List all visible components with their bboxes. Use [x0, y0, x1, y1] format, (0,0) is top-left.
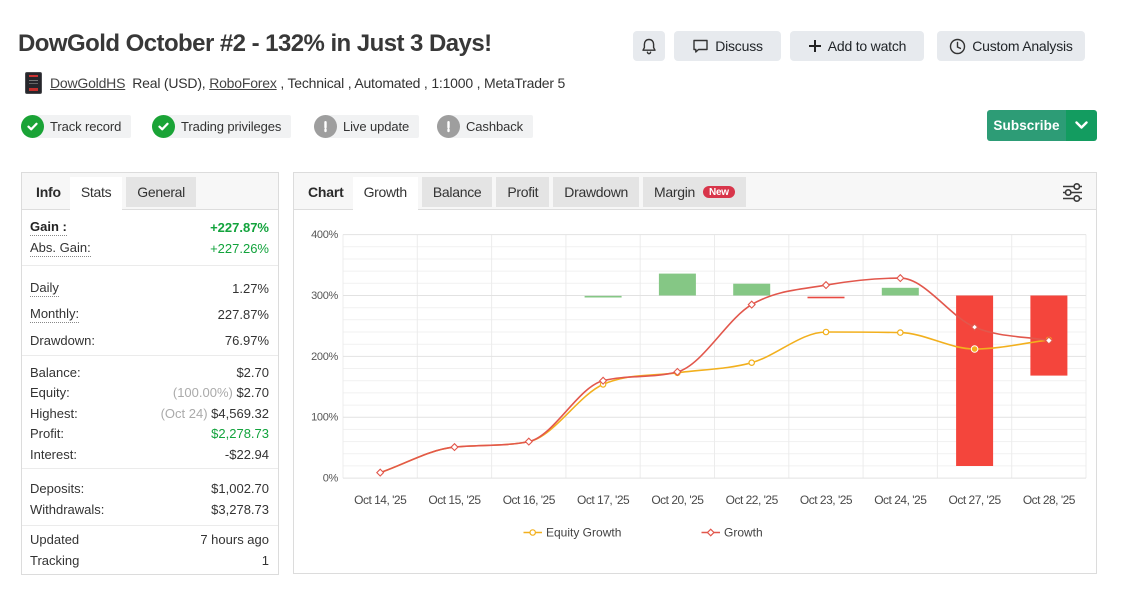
svg-text:Oct 28, '25: Oct 28, '25 [1023, 493, 1076, 507]
svg-text:Oct 16, '25: Oct 16, '25 [503, 493, 556, 507]
svg-text:300%: 300% [311, 290, 338, 302]
svg-text:Growth: Growth [724, 526, 763, 540]
svg-text:400%: 400% [311, 229, 338, 241]
svg-text:Oct 17, '25: Oct 17, '25 [577, 493, 630, 507]
svg-text:Equity Growth: Equity Growth [546, 526, 621, 540]
svg-text:Oct 27, '25: Oct 27, '25 [949, 493, 1002, 507]
svg-text:200%: 200% [311, 351, 338, 363]
svg-text:Oct 24, '25: Oct 24, '25 [874, 493, 927, 507]
svg-text:Oct 22, '25: Oct 22, '25 [726, 493, 779, 507]
svg-text:0%: 0% [323, 473, 339, 485]
svg-text:Oct 15, '25: Oct 15, '25 [428, 493, 481, 507]
svg-text:Oct 23, '25: Oct 23, '25 [800, 493, 853, 507]
svg-text:Oct 14, '25: Oct 14, '25 [354, 493, 407, 507]
svg-text:Oct 20, '25: Oct 20, '25 [651, 493, 704, 507]
svg-text:100%: 100% [311, 412, 338, 424]
